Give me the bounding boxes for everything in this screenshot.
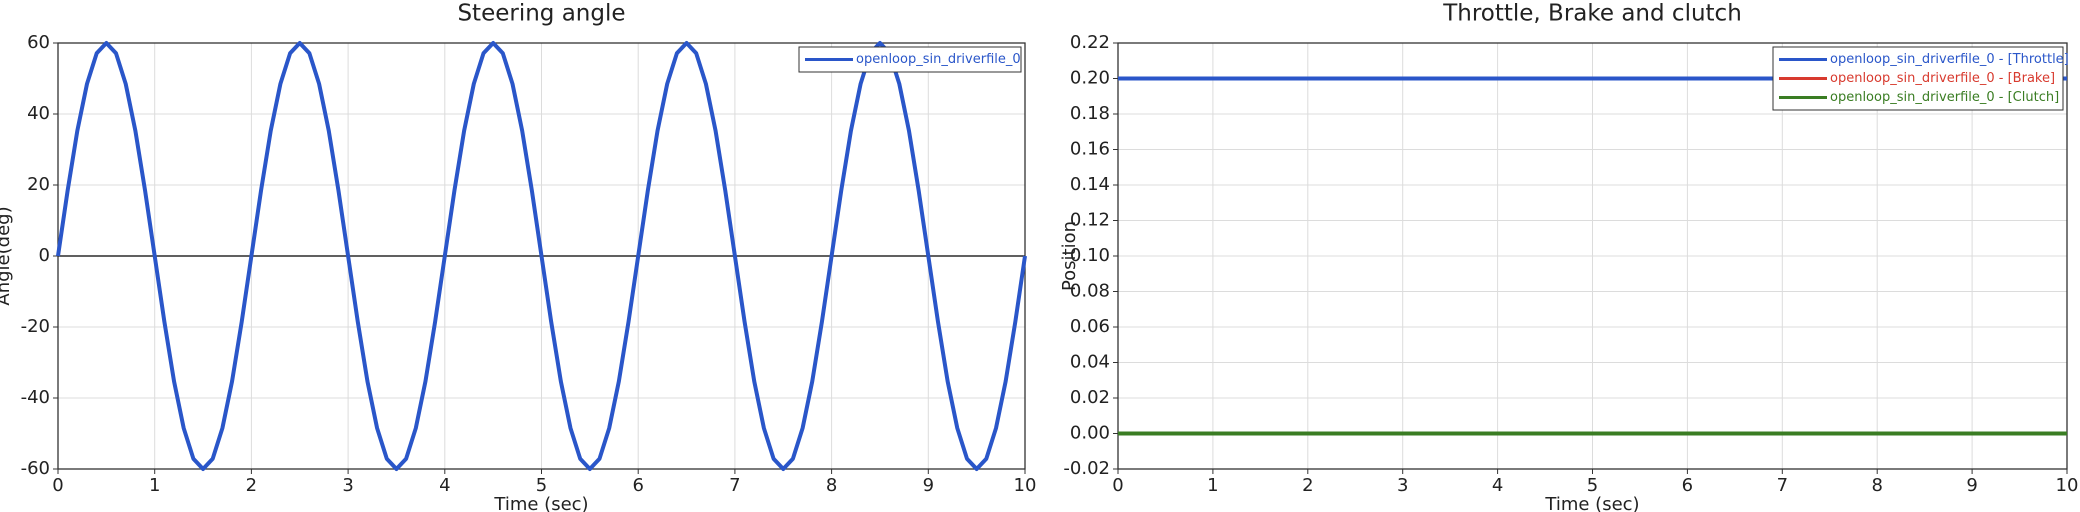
x-tick-label: 10 (2056, 475, 2079, 496)
x-tick-label: 6 (632, 475, 643, 496)
y-tick-label: 0.20 (1070, 68, 1110, 89)
x-axis-label: Time (sec) (493, 494, 588, 512)
y-axis-label: Position (1059, 221, 1080, 291)
x-tick-label: 9 (1966, 475, 1977, 496)
chart-panel: Steering angle 0 1 2 3 4 5 6 7 8 9 10 -60 -40 -20 0 20 40… (0, 1, 1036, 512)
y-tick-label: -20 (21, 316, 50, 337)
x-tick-label: 8 (1871, 475, 1882, 496)
y-tick-label: 60 (27, 32, 50, 53)
x-axis-label: Time (sec) (1544, 494, 1639, 512)
chart-title: Throttle, Brake and clutch (1442, 1, 1742, 27)
x-tick-label: 8 (826, 475, 837, 496)
x-tick-label: 1 (1207, 475, 1218, 496)
y-tick-label: 0.06 (1070, 316, 1110, 337)
x-tick-label: 4 (1492, 475, 1503, 496)
x-tick-label: 0 (52, 475, 63, 496)
x-tick-label: 2 (246, 475, 257, 496)
plot-frame (1117, 42, 2068, 470)
y-tick-label: 0.10 (1070, 245, 1110, 266)
y-tick-label: 0.16 (1070, 139, 1110, 160)
legend: openloop_sin_driverfile_0 (798, 46, 1022, 73)
legend: openloop_sin_driverfile_0 - [Throttle] op… (1772, 46, 2069, 111)
x-tick-label: 5 (1587, 475, 1598, 496)
chart-title: Steering angle (457, 1, 625, 27)
legend-label: openloop_sin_driverfile_0 - [Throttle] (1830, 52, 2069, 67)
series-line (56, 41, 1027, 471)
x-tick-label: 3 (1397, 475, 1408, 496)
legend-label: openloop_sin_driverfile_0 - [Clutch] (1830, 90, 2059, 105)
x-tick-label: 6 (1682, 475, 1693, 496)
x-tick-label: 5 (536, 475, 547, 496)
legend-label: openloop_sin_driverfile_0 - [Brake] (1830, 71, 2055, 86)
y-tick-label: 0.22 (1070, 32, 1110, 53)
x-tick-label: 7 (1777, 475, 1788, 496)
y-axis-label: Angle(deg) (0, 206, 14, 305)
y-tick-label: -60 (21, 458, 50, 479)
y-tick-label: 0.08 (1070, 281, 1110, 302)
x-tick-label: 1 (149, 475, 160, 496)
x-tick-label: 0 (1112, 475, 1123, 496)
legend-label: openloop_sin_driverfile_0 (856, 52, 1021, 67)
y-tick-label: -40 (21, 387, 50, 408)
chart-panel: Throttle, Brake and clutch 0 1 2 3 4 5 6 7 8 9 10 -0… (1059, 1, 2078, 512)
x-tick-label: 2 (1302, 475, 1313, 496)
x-tick-label: 4 (439, 475, 450, 496)
x-tick-label: 10 (1014, 475, 1037, 496)
y-tick-label: 40 (27, 103, 50, 124)
y-tick-label: 0.12 (1070, 210, 1110, 231)
y-tick-label: -0.02 (1063, 458, 1110, 479)
y-tick-label: 0 (39, 245, 50, 266)
x-tick-label: 9 (923, 475, 934, 496)
x-tick-label: 3 (342, 475, 353, 496)
y-tick-label: 0.02 (1070, 387, 1110, 408)
x-tick-label: 7 (729, 475, 740, 496)
y-tick-label: 20 (27, 174, 50, 195)
y-tick-label: 0.14 (1070, 174, 1110, 195)
y-tick-label: 0.04 (1070, 352, 1110, 373)
y-tick-label: 0.18 (1070, 103, 1110, 124)
y-tick-label: 0.00 (1070, 423, 1110, 444)
